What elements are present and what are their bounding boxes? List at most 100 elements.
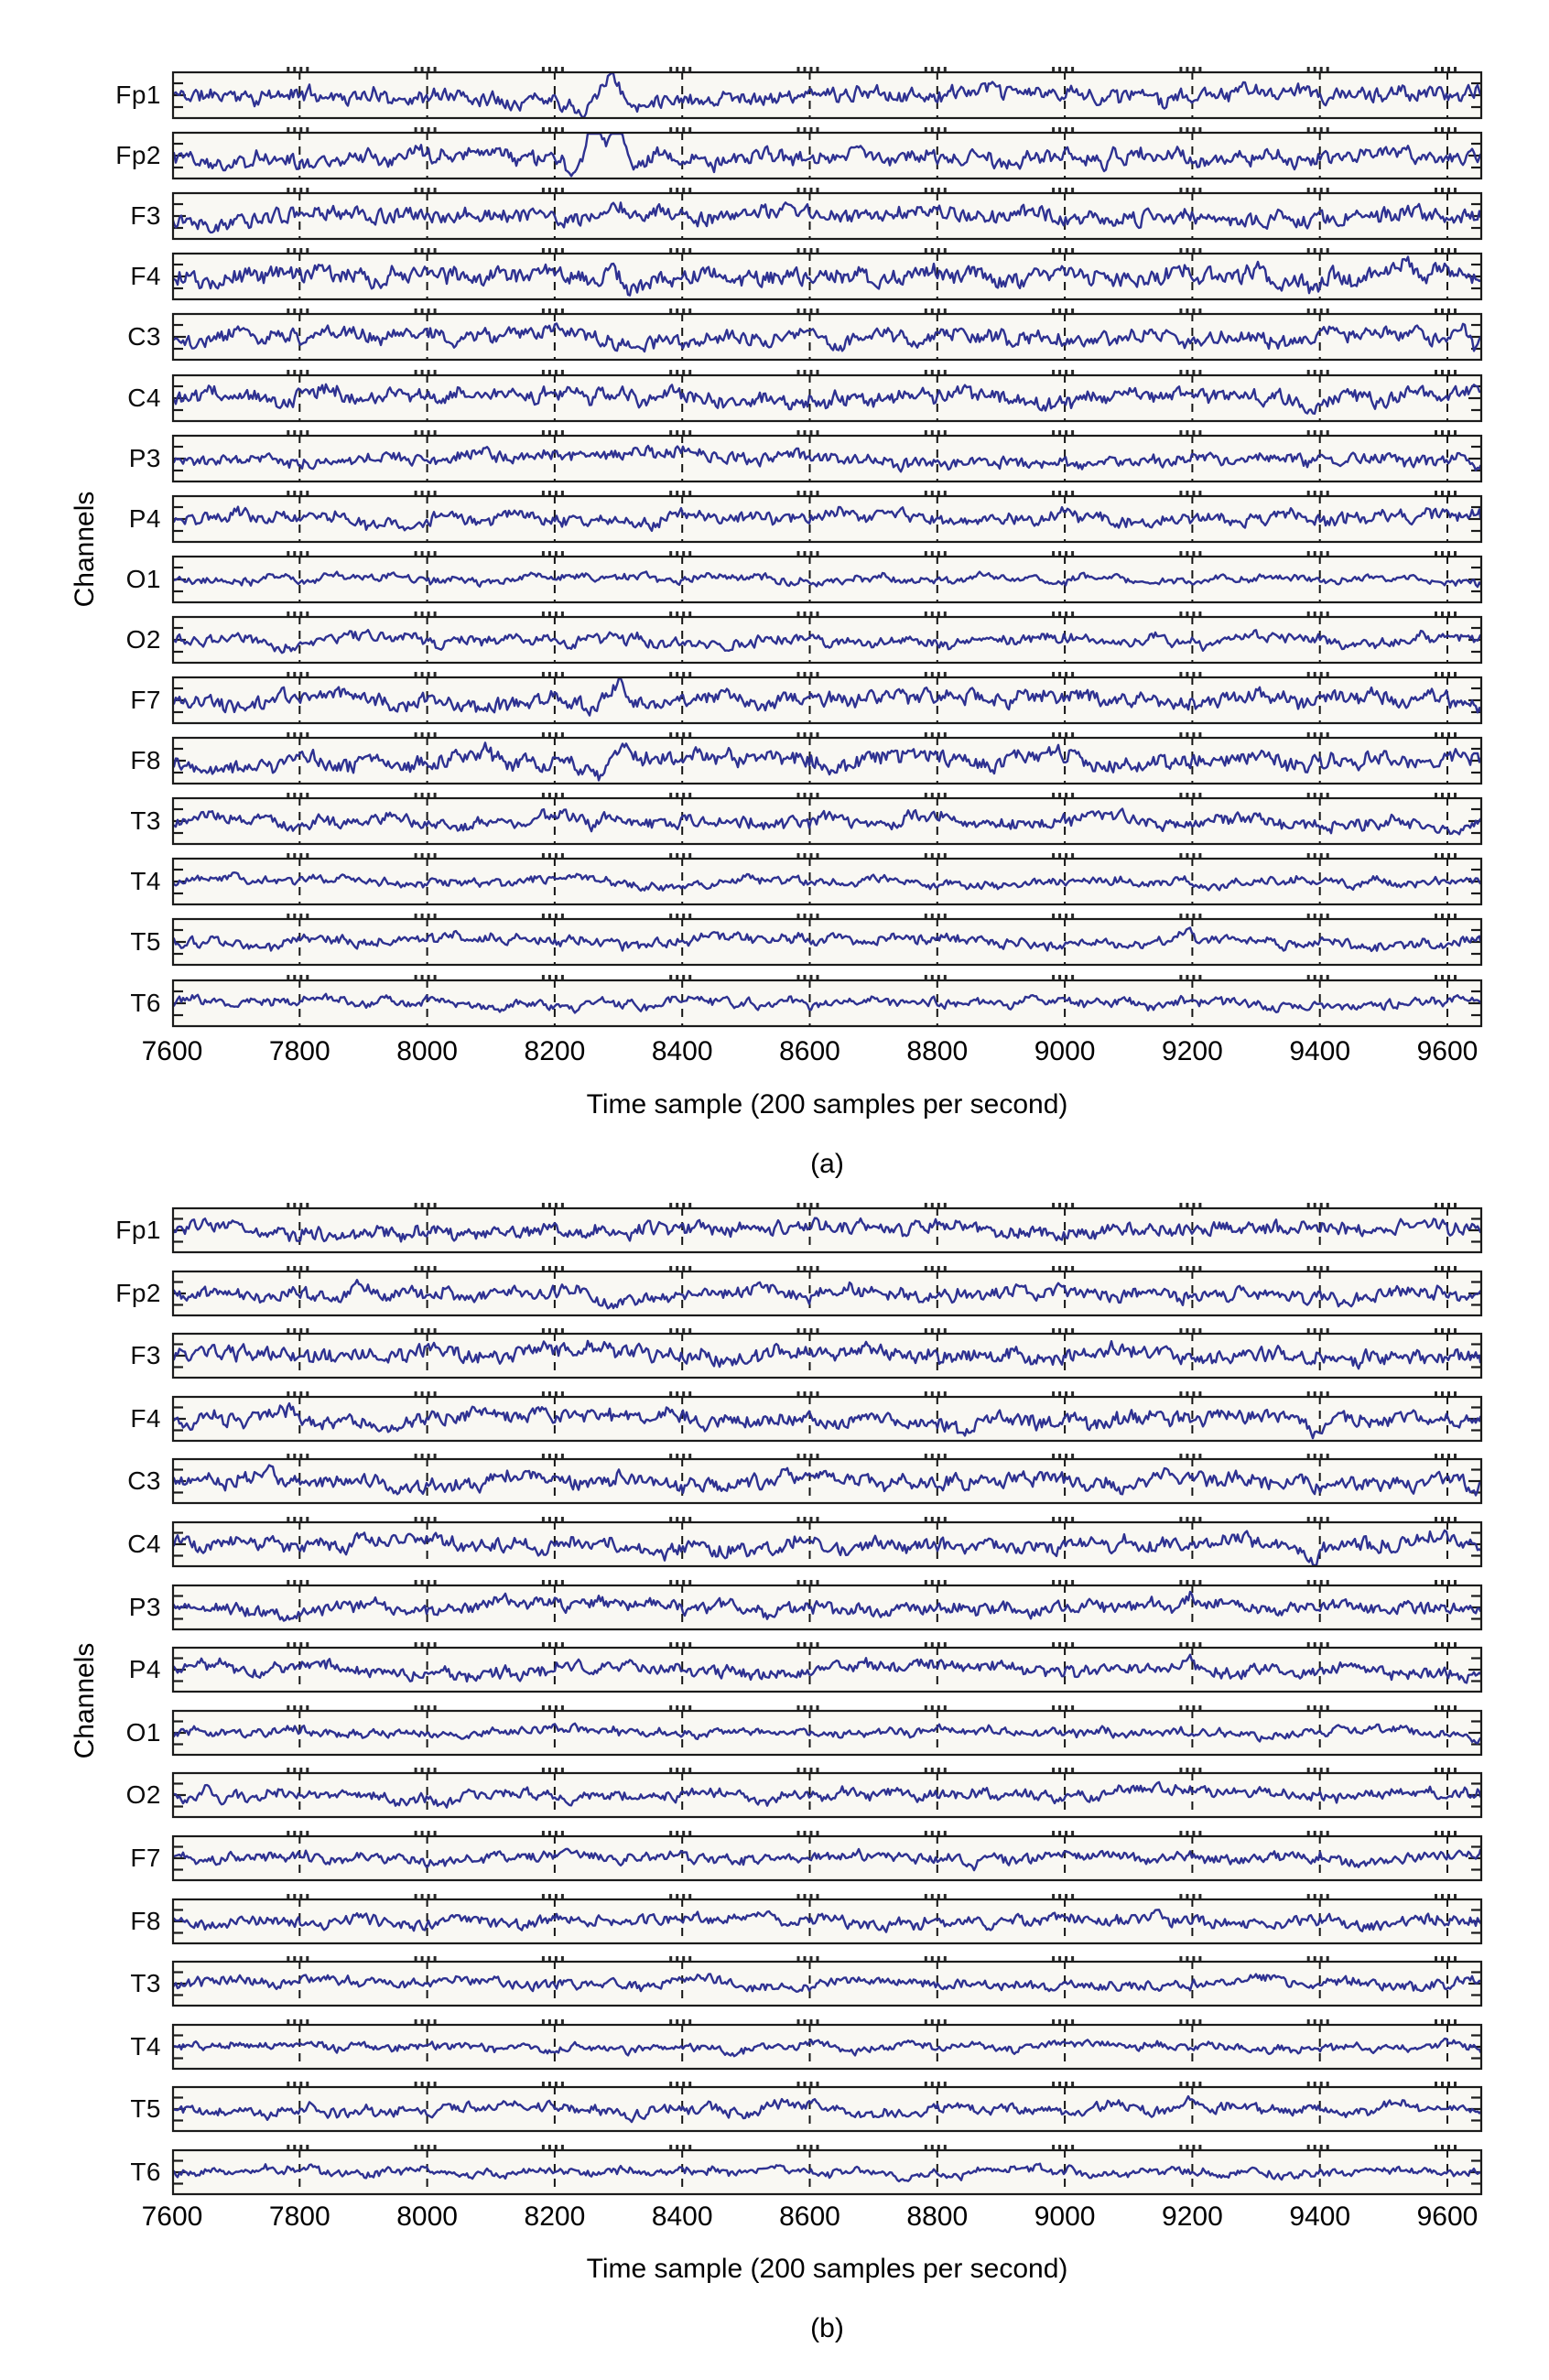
top-tick-mark — [943, 914, 947, 919]
top-tick-mark — [547, 308, 551, 314]
top-tick-mark — [1435, 732, 1437, 738]
top-tick-mark — [669, 369, 673, 374]
top-tick-mark — [1454, 611, 1457, 616]
top-tick-mark — [669, 1704, 673, 1710]
top-tick-mark — [809, 1328, 813, 1334]
top-tick-mark — [1186, 1956, 1189, 1962]
top-tick-mark — [1435, 1768, 1437, 1773]
top-tick-mark — [930, 1956, 934, 1962]
top-tick-mark — [420, 1579, 424, 1585]
top-tick-mark — [809, 1203, 813, 1207]
top-tick-mark — [803, 1956, 807, 1962]
top-tick-mark — [1052, 1203, 1056, 1207]
strip-frame — [171, 2086, 1483, 2133]
top-tick-mark — [1186, 793, 1189, 798]
top-tick-mark — [414, 1704, 417, 1710]
eeg-trace — [173, 807, 1481, 836]
top-tick-mark — [306, 429, 309, 435]
top-tick-mark — [1058, 1956, 1062, 1962]
top-tick-mark — [1198, 550, 1202, 556]
top-tick-mark — [1319, 490, 1323, 495]
top-tick-mark — [1179, 2018, 1183, 2024]
top-tick-mark — [306, 1454, 309, 1459]
top-tick-mark — [924, 1579, 927, 1585]
top-tick-mark — [427, 1454, 430, 1459]
top-tick-mark — [924, 369, 927, 374]
top-tick-mark — [299, 369, 303, 374]
top-tick-mark — [1198, 2145, 1202, 2149]
top-tick-mark — [1447, 2018, 1450, 2024]
top-tick-mark — [541, 732, 545, 738]
top-tick-mark — [547, 1893, 551, 1899]
top-tick-mark — [1198, 188, 1202, 193]
waveform-svg — [171, 672, 1483, 725]
top-tick-mark — [796, 248, 800, 254]
top-tick-mark — [1319, 2145, 1323, 2149]
top-tick-mark — [943, 1579, 947, 1585]
top-tick-mark — [816, 611, 819, 616]
top-tick-mark — [669, 1203, 673, 1207]
top-tick-mark — [1065, 1203, 1068, 1207]
strip-frame — [171, 1834, 1483, 1882]
top-tick-mark — [287, 672, 290, 676]
strip-background — [172, 373, 1482, 422]
top-tick-mark — [299, 793, 303, 798]
top-tick-mark — [1186, 127, 1189, 133]
top-tick-mark — [796, 1956, 800, 1962]
channel-label-O1: O1 — [125, 564, 161, 593]
channel-label-O2: O2 — [125, 1780, 161, 1810]
top-tick-mark — [924, 611, 927, 616]
top-tick-mark — [816, 1642, 819, 1648]
top-tick-mark — [1198, 429, 1202, 435]
top-tick-mark — [1319, 1265, 1323, 1271]
strip-frame — [171, 555, 1483, 603]
top-tick-mark — [1454, 1831, 1457, 1835]
top-tick-mark — [816, 1517, 819, 1521]
top-tick-mark — [1052, 1517, 1056, 1521]
top-tick-mark — [1306, 1893, 1310, 1899]
top-tick-mark — [293, 429, 297, 435]
top-tick-mark — [1192, 1390, 1196, 1396]
top-tick-mark — [1441, 127, 1444, 133]
top-tick-mark — [1071, 1704, 1075, 1710]
top-tick-mark — [943, 1203, 947, 1207]
top-tick-mark — [420, 611, 424, 616]
top-tick-mark — [688, 2145, 692, 2149]
top-tick-mark — [1313, 1579, 1316, 1585]
top-tick-mark — [1192, 974, 1196, 979]
top-tick-mark — [1186, 308, 1189, 314]
strip-frame — [171, 1709, 1483, 1756]
channel-label-P3: P3 — [128, 1592, 161, 1621]
top-tick-mark — [1179, 1642, 1183, 1648]
top-tick-mark — [293, 369, 297, 374]
strip-frame — [171, 676, 1483, 725]
waveform-svg — [171, 2145, 1483, 2196]
top-tick-mark — [809, 188, 813, 193]
top-tick-mark — [688, 1831, 692, 1835]
eeg-trace — [173, 255, 1481, 298]
top-tick-mark — [930, 793, 934, 798]
top-tick-mark — [433, 1768, 437, 1773]
top-tick-mark — [547, 429, 551, 435]
top-tick-mark — [1052, 2018, 1056, 2024]
top-tick-mark — [1192, 1768, 1196, 1773]
top-tick-mark — [1058, 127, 1062, 133]
top-tick-mark — [306, 1265, 309, 1271]
top-tick-mark — [287, 2145, 290, 2149]
top-tick-mark — [809, 369, 813, 374]
top-tick-mark — [1065, 672, 1068, 676]
strip-frame — [171, 918, 1483, 967]
top-tick-mark — [293, 1454, 297, 1459]
channel-strip-F7 — [171, 672, 1483, 725]
top-tick-mark — [1186, 1893, 1189, 1899]
top-tick-mark — [937, 67, 940, 71]
top-tick-mark — [1052, 429, 1056, 435]
top-tick-mark — [1179, 672, 1183, 676]
top-tick-mark — [1179, 793, 1183, 798]
top-tick-mark — [669, 611, 673, 616]
top-tick-mark — [669, 490, 673, 495]
top-tick-mark — [1435, 1328, 1437, 1334]
x-tick-label: 8600 — [779, 2202, 840, 2232]
top-tick-mark — [924, 1893, 927, 1899]
top-tick-mark — [299, 1642, 303, 1648]
